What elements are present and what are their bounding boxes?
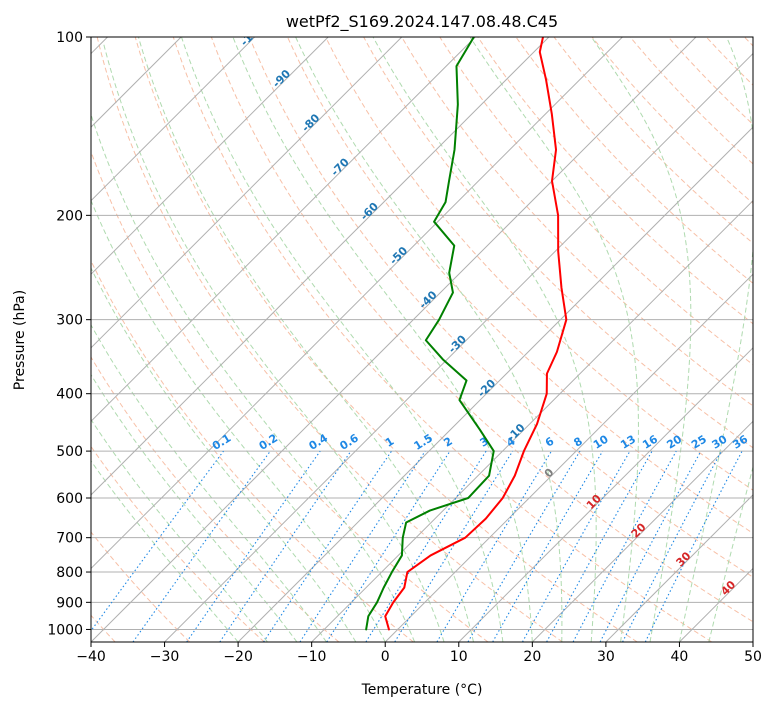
mixing-ratio-line	[186, 450, 321, 642]
moist-adiabat-line	[91, 460, 239, 642]
y-tick-label: 700	[56, 531, 83, 547]
dry-adiabat-line	[515, 37, 753, 284]
dewpoint-profile-line	[365, 37, 495, 631]
dry-adiabat-line	[91, 356, 340, 642]
axis-layer: −40 −30 −20 −10 0 10 20 30 40 50 1000 900 800 700 600 5…	[47, 30, 762, 665]
moist-adiabat-line	[372, 37, 597, 642]
adiabat-value-label: -100	[238, 20, 267, 49]
moist-adiabat-line	[91, 199, 386, 642]
mixing-ratio-line	[521, 450, 631, 642]
plot-frame	[90, 36, 754, 643]
isotherm-line	[605, 494, 753, 642]
x-tick-label: −40	[76, 649, 106, 665]
x-tick-label: 0	[381, 649, 390, 665]
dry-adiabat-line	[210, 37, 753, 623]
y-tick-label: 500	[56, 444, 83, 460]
moist-adiabat-line	[590, 37, 692, 642]
dry-adiabat-line	[287, 37, 753, 534]
y-tick-label: 600	[56, 491, 83, 507]
mixing-ratio-line	[394, 450, 514, 642]
x-tick-label: 20	[523, 649, 541, 665]
chart-title: wetPf2_S169.2024.147.08.48.C45	[286, 12, 558, 32]
moist-adiabat-line	[91, 267, 357, 642]
mixing-ratio-line	[299, 450, 426, 642]
x-tick-label: 30	[597, 649, 615, 665]
moist-adiabat-line	[137, 37, 474, 642]
isotherm-line	[91, 37, 403, 349]
isotherm-line	[91, 37, 697, 642]
moist-adiabat-line	[180, 37, 504, 642]
moist-adiabat-line	[91, 113, 416, 642]
x-tick-label: 40	[671, 649, 689, 665]
moist-adiabat-line	[102, 41, 445, 642]
isotherm-line	[91, 37, 329, 275]
y-tick-label: 900	[56, 595, 83, 611]
y-tick-label: 1000	[47, 622, 83, 638]
dry-adiabat-line	[96, 37, 563, 642]
temperature-profile-line	[384, 37, 568, 631]
mixing-ratio-line	[219, 450, 352, 642]
x-tick-label: −10	[297, 649, 327, 665]
mixing-ratio-line	[546, 450, 653, 642]
y-tick-label: 200	[56, 208, 83, 224]
isotherm-line	[384, 273, 753, 642]
dry-adiabat-line	[591, 37, 753, 205]
x-tick-label: −30	[150, 649, 180, 665]
dry-adiabat-line	[172, 37, 713, 642]
x-tick-label: 10	[450, 649, 468, 665]
isotherm-line	[311, 199, 753, 642]
y-tick-label: 100	[56, 30, 83, 46]
dry-adiabat-line	[248, 37, 753, 578]
isotherm-line	[531, 420, 753, 642]
x-axis-label: Temperature (°C)	[361, 682, 483, 698]
mixing-ratio-line	[263, 450, 392, 642]
dry-adiabat-line	[401, 37, 753, 407]
y-tick-label: 400	[56, 387, 83, 403]
moist-adiabat-line	[91, 418, 268, 642]
dry-adiabat-line	[477, 37, 753, 325]
moist-adiabat-line	[232, 37, 533, 642]
moist-adiabat-line	[708, 465, 753, 642]
dry-adiabat-line	[91, 259, 414, 642]
mixing-ratio-line	[644, 450, 743, 642]
isotherm-line	[91, 37, 476, 423]
dry-adiabat-line	[91, 150, 489, 642]
moist-adiabat-line	[469, 37, 639, 642]
dry-adiabat-line	[363, 37, 753, 449]
dry-adiabat-line	[325, 37, 753, 491]
series-layer	[365, 37, 568, 631]
mixing-ratio-line	[326, 450, 451, 642]
x-tick-label: −20	[223, 649, 253, 665]
grid-layer	[91, 37, 753, 642]
mixing-ratio-line	[132, 450, 271, 642]
dry-adiabat-line	[91, 531, 191, 642]
isotherm-line	[458, 347, 753, 642]
x-tick-label: 50	[744, 649, 762, 665]
moist-adiabat-line	[678, 37, 753, 642]
moist-adiabat-line	[295, 37, 563, 642]
isotherm-line	[237, 126, 753, 642]
dry-adiabat-line	[439, 37, 753, 366]
isotherm-line	[164, 52, 753, 642]
isotherm-line	[91, 37, 623, 570]
y-axis-label: Pressure (hPa)	[12, 290, 28, 390]
y-tick-label: 800	[56, 565, 83, 581]
isotherm-line	[91, 37, 550, 496]
y-tick-label: 300	[56, 313, 83, 329]
mixing-ratio-line	[572, 450, 677, 642]
isotherm-line	[91, 37, 256, 202]
mixing-ratio-line	[91, 450, 224, 632]
